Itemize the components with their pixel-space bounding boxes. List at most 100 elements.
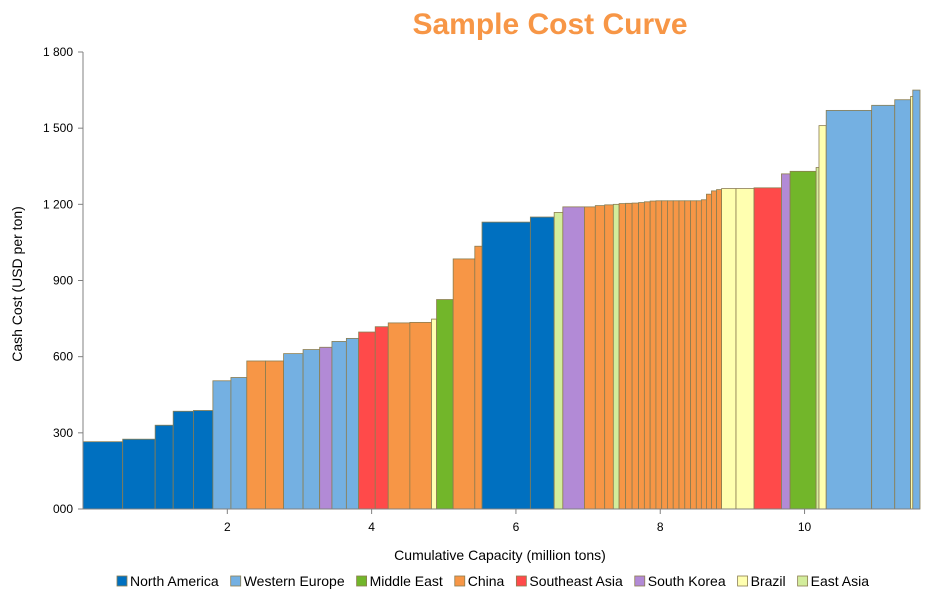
legend-swatch bbox=[454, 575, 466, 587]
legend-item-southeast-asia: Southeast Asia bbox=[515, 573, 623, 589]
bar-china bbox=[474, 245, 483, 510]
bar-brazil bbox=[818, 125, 827, 510]
bar-china bbox=[638, 202, 645, 510]
bar-south-korea bbox=[562, 206, 585, 510]
y-tick-label: 900 bbox=[53, 274, 73, 288]
y-tick-label: 1 200 bbox=[43, 197, 73, 211]
y-tick-label: 600 bbox=[53, 350, 73, 364]
bar-china bbox=[716, 189, 722, 510]
bar-southeast-asia bbox=[753, 187, 782, 510]
bars-layer bbox=[82, 89, 921, 510]
bar-china bbox=[706, 193, 712, 510]
legend-item-south-korea: South Korea bbox=[634, 573, 726, 589]
bar-southeast-asia bbox=[374, 326, 389, 510]
bar-china bbox=[265, 360, 284, 510]
legend-label: China bbox=[468, 573, 505, 589]
bar-western-europe bbox=[871, 104, 896, 510]
bar-north-america bbox=[192, 410, 214, 510]
bar-china bbox=[618, 203, 627, 510]
bar-western-europe bbox=[894, 99, 912, 510]
legend-item-western-europe: Western Europe bbox=[230, 573, 345, 589]
bar-china bbox=[584, 206, 596, 510]
bar-china bbox=[387, 322, 411, 510]
legend-label: Southeast Asia bbox=[529, 573, 623, 589]
bar-western-europe bbox=[331, 341, 347, 510]
bar-brazil bbox=[721, 188, 737, 510]
chart-title: Sample Cost Curve bbox=[412, 8, 688, 41]
bar-north-america bbox=[481, 221, 531, 510]
legend-label: East Asia bbox=[811, 573, 870, 589]
legend-label: Western Europe bbox=[244, 573, 345, 589]
bar-china bbox=[643, 201, 651, 510]
legend-item-brazil: Brazil bbox=[737, 573, 786, 589]
bar-china bbox=[667, 200, 674, 510]
bar-western-europe bbox=[230, 377, 248, 510]
bar-china bbox=[655, 200, 663, 510]
legend-swatch bbox=[356, 575, 368, 587]
y-tick-label: 1 800 bbox=[43, 45, 73, 59]
legend-item-china: China bbox=[454, 573, 505, 589]
legend-swatch bbox=[737, 575, 749, 587]
bar-southeast-asia bbox=[358, 331, 376, 510]
x-tick-label: 6 bbox=[513, 520, 520, 534]
bar-china bbox=[625, 202, 633, 510]
bar-east-asia bbox=[815, 167, 820, 510]
bar-north-america bbox=[529, 216, 555, 510]
bar-north-america bbox=[172, 410, 194, 510]
legend-swatch bbox=[230, 575, 242, 587]
x-tick-label: 8 bbox=[657, 520, 664, 534]
bar-china bbox=[246, 360, 266, 510]
bar-china bbox=[700, 199, 707, 510]
y-tick-label: 000 bbox=[53, 502, 73, 516]
bar-china bbox=[695, 200, 702, 510]
bar-north-america bbox=[122, 438, 156, 510]
bar-china bbox=[594, 205, 606, 510]
bar-east-asia bbox=[553, 212, 564, 510]
bar-western-europe bbox=[212, 380, 232, 510]
x-tick-label: 2 bbox=[224, 520, 231, 534]
bar-china bbox=[452, 258, 476, 510]
legend-label: South Korea bbox=[648, 573, 726, 589]
bar-middle-east bbox=[789, 170, 817, 510]
legend-swatch bbox=[515, 575, 527, 587]
bar-china bbox=[711, 190, 717, 510]
bar-brazil bbox=[735, 188, 755, 510]
legend-swatch bbox=[797, 575, 809, 587]
bar-western-europe bbox=[912, 89, 921, 510]
y-axis-title: Cash Cost (USD per ton) bbox=[9, 206, 25, 362]
bar-brazil bbox=[431, 318, 437, 510]
bar-china bbox=[678, 200, 686, 510]
bar-china bbox=[409, 321, 432, 510]
bar-north-america bbox=[82, 441, 124, 510]
bar-middle-east bbox=[436, 299, 454, 510]
bar-china bbox=[661, 200, 668, 510]
legend-label: Middle East bbox=[370, 573, 443, 589]
bar-china bbox=[672, 200, 680, 510]
x-tick-label: 4 bbox=[368, 520, 375, 534]
legend-item-north-america: North America bbox=[116, 573, 219, 589]
axes-layer: 000 300 600 900 1 200 1 500 1 800 2 4 6 8 10 bbox=[43, 45, 920, 534]
bar-north-america bbox=[154, 424, 174, 510]
bar-china bbox=[690, 200, 697, 510]
bar-south-korea bbox=[319, 346, 333, 510]
bar-western-europe bbox=[283, 353, 304, 510]
bar-western-europe bbox=[825, 109, 873, 510]
x-axis-title: Cumulative Capacity (million tons) bbox=[394, 547, 606, 563]
legend: North America Western Europe Middle East Ch… bbox=[116, 573, 870, 589]
bar-china bbox=[631, 202, 639, 510]
bar-china bbox=[684, 200, 691, 510]
legend-swatch bbox=[634, 575, 646, 587]
legend-swatch bbox=[116, 575, 128, 587]
legend-label: Brazil bbox=[751, 573, 786, 589]
bar-china bbox=[604, 204, 614, 510]
y-tick-label: 1 500 bbox=[43, 121, 73, 135]
legend-label: North America bbox=[130, 573, 219, 589]
bar-western-europe bbox=[302, 349, 321, 510]
bar-east-asia bbox=[612, 203, 620, 510]
bar-south-korea bbox=[781, 173, 791, 510]
x-tick-label: 10 bbox=[798, 520, 812, 534]
bar-china bbox=[649, 200, 657, 510]
bar-western-europe bbox=[345, 337, 360, 510]
legend-item-east-asia: East Asia bbox=[797, 573, 870, 589]
